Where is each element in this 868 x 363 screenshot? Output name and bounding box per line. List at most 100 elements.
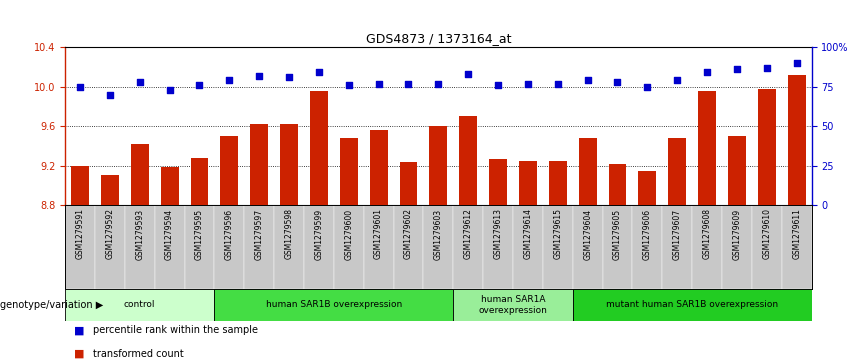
- Bar: [370, 130, 388, 205]
- Bar: [101, 175, 119, 205]
- Text: human SAR1A
overexpression: human SAR1A overexpression: [478, 295, 548, 315]
- Bar: [549, 161, 567, 205]
- Bar: [65, 289, 214, 321]
- Bar: [274, 205, 304, 289]
- Bar: [399, 162, 418, 205]
- Bar: [692, 205, 722, 289]
- Text: GSM1279596: GSM1279596: [225, 208, 233, 260]
- Point: [730, 66, 744, 72]
- Bar: [334, 205, 364, 289]
- Bar: [513, 205, 542, 289]
- Text: control: control: [124, 301, 155, 309]
- Bar: [638, 171, 656, 205]
- Point: [610, 79, 624, 85]
- Bar: [250, 124, 268, 205]
- Bar: [633, 205, 662, 289]
- Text: GSM1279600: GSM1279600: [345, 208, 353, 260]
- Text: GSM1279594: GSM1279594: [165, 208, 174, 260]
- Bar: [662, 205, 692, 289]
- Point: [521, 81, 535, 86]
- Bar: [125, 205, 155, 289]
- Bar: [668, 138, 687, 205]
- Point: [342, 82, 356, 88]
- Bar: [95, 205, 125, 289]
- Text: GSM1279607: GSM1279607: [673, 208, 681, 260]
- Point: [461, 71, 475, 77]
- Bar: [483, 205, 513, 289]
- Bar: [722, 205, 752, 289]
- Point: [431, 81, 445, 86]
- Bar: [214, 289, 453, 321]
- Text: GSM1279602: GSM1279602: [404, 208, 413, 260]
- Point: [253, 73, 266, 78]
- Bar: [424, 205, 453, 289]
- Point: [312, 70, 326, 76]
- Text: transformed count: transformed count: [93, 349, 184, 359]
- Bar: [280, 124, 298, 205]
- Bar: [698, 91, 716, 205]
- Bar: [573, 289, 812, 321]
- Point: [641, 84, 654, 90]
- Text: GSM1279606: GSM1279606: [643, 208, 652, 260]
- Text: GSM1279615: GSM1279615: [553, 208, 562, 260]
- Point: [103, 92, 117, 98]
- Bar: [489, 159, 507, 205]
- Bar: [602, 205, 633, 289]
- Bar: [573, 205, 602, 289]
- Bar: [131, 144, 148, 205]
- Bar: [214, 205, 244, 289]
- Bar: [185, 205, 214, 289]
- Text: GSM1279591: GSM1279591: [76, 208, 84, 260]
- Point: [700, 70, 714, 76]
- Text: percentile rank within the sample: percentile rank within the sample: [93, 325, 258, 335]
- Bar: [71, 166, 89, 205]
- Bar: [244, 205, 274, 289]
- Bar: [393, 205, 424, 289]
- Point: [162, 87, 176, 93]
- Point: [760, 65, 773, 71]
- Bar: [190, 158, 208, 205]
- Bar: [304, 205, 334, 289]
- Bar: [220, 136, 239, 205]
- Bar: [364, 205, 393, 289]
- Bar: [579, 138, 596, 205]
- Point: [491, 82, 505, 88]
- Point: [222, 77, 236, 83]
- Point: [193, 82, 207, 88]
- Point: [402, 81, 416, 86]
- Bar: [758, 89, 776, 205]
- Text: GSM1279609: GSM1279609: [733, 208, 741, 260]
- Text: GSM1279592: GSM1279592: [105, 208, 115, 260]
- Point: [372, 81, 385, 86]
- Text: GSM1279601: GSM1279601: [374, 208, 383, 260]
- Text: GSM1279610: GSM1279610: [762, 208, 772, 260]
- Point: [551, 81, 565, 86]
- Text: genotype/variation ▶: genotype/variation ▶: [0, 300, 103, 310]
- Bar: [65, 205, 95, 289]
- Text: GSM1279595: GSM1279595: [195, 208, 204, 260]
- Text: ■: ■: [74, 325, 84, 335]
- Bar: [459, 116, 477, 205]
- Bar: [161, 167, 179, 205]
- Point: [670, 77, 684, 83]
- Text: GSM1279614: GSM1279614: [523, 208, 532, 260]
- Bar: [453, 289, 573, 321]
- Bar: [542, 205, 573, 289]
- Bar: [728, 136, 746, 205]
- Title: GDS4873 / 1373164_at: GDS4873 / 1373164_at: [365, 32, 511, 45]
- Text: GSM1279597: GSM1279597: [254, 208, 264, 260]
- Point: [133, 79, 147, 85]
- Bar: [453, 205, 483, 289]
- Text: GSM1279598: GSM1279598: [285, 208, 293, 260]
- Text: mutant human SAR1B overexpression: mutant human SAR1B overexpression: [606, 301, 779, 309]
- Text: GSM1279612: GSM1279612: [464, 208, 473, 259]
- Point: [790, 60, 804, 66]
- Point: [73, 84, 87, 90]
- Text: GSM1279613: GSM1279613: [494, 208, 503, 260]
- Bar: [519, 161, 537, 205]
- Text: GSM1279605: GSM1279605: [613, 208, 622, 260]
- Bar: [430, 126, 447, 205]
- Text: human SAR1B overexpression: human SAR1B overexpression: [266, 301, 402, 309]
- Point: [581, 77, 595, 83]
- Text: GSM1279611: GSM1279611: [792, 208, 801, 259]
